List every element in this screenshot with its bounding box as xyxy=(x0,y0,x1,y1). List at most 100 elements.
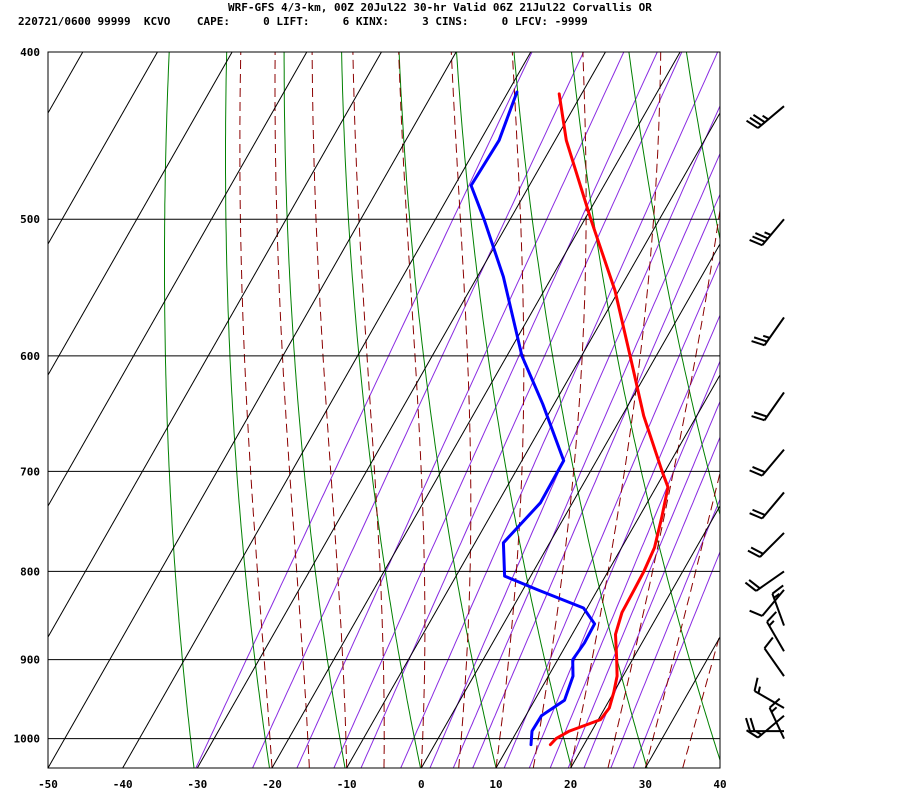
mixing-ratio-line xyxy=(632,550,720,768)
barb-flag-full xyxy=(749,609,763,617)
moist-adiabat-line xyxy=(450,52,472,768)
mixing-ratio-line xyxy=(400,52,719,768)
barb-flag-full xyxy=(755,232,769,240)
wind-barb xyxy=(749,589,785,617)
y-axis-ticks: 400 500 600 700 800 900 1000 xyxy=(14,46,41,746)
barb-staff xyxy=(754,690,785,709)
isotherm-line xyxy=(196,52,606,768)
barb-flag-full xyxy=(752,508,766,516)
wind-barb xyxy=(749,218,785,247)
barb-flag-full xyxy=(751,415,765,422)
barb-staff xyxy=(755,570,785,592)
wind-barb xyxy=(745,105,785,129)
wind-barb xyxy=(766,611,785,652)
dry-adiabat-line xyxy=(341,52,421,768)
barb-flag-half xyxy=(762,334,770,339)
dry-adiabat-line xyxy=(164,52,195,768)
barb-flag-full xyxy=(749,116,762,126)
barb-flag-full xyxy=(744,581,757,592)
x-tick-label: -40 xyxy=(113,778,133,791)
isotherm-line xyxy=(719,766,720,768)
y-tick-label: 900 xyxy=(20,654,40,667)
moist-adiabat-line xyxy=(570,52,662,768)
sounding-header: WRF-GFS 4/3-km, 00Z 20Jul22 30-hr Valid … xyxy=(0,0,900,30)
isotherm-line xyxy=(48,52,158,246)
wind-barb xyxy=(747,532,785,558)
barb-flag-half xyxy=(764,231,772,236)
barb-flag-full xyxy=(748,579,761,590)
mixing-ratio-line xyxy=(333,52,658,768)
x-tick-label: 20 xyxy=(564,778,577,791)
x-tick-label: 0 xyxy=(418,778,425,791)
barb-staff xyxy=(761,218,785,246)
isotherm-line xyxy=(48,52,457,768)
y-tick-label: 700 xyxy=(20,465,40,478)
barb-flag-full xyxy=(750,546,764,555)
isotherm-line xyxy=(570,505,720,768)
mixing-ratio-line xyxy=(429,104,720,768)
wind-barb xyxy=(763,636,785,677)
barb-flag-half xyxy=(755,730,762,736)
barb-flag-full xyxy=(745,717,751,732)
barb-staff xyxy=(763,647,785,677)
dry-adiabat-line xyxy=(225,52,270,768)
chart-guide-lines xyxy=(48,52,720,768)
dry-adiabat-line xyxy=(283,52,346,768)
mixing-ratio-line xyxy=(528,313,720,768)
moist-adiabat-line xyxy=(719,766,720,768)
moist-adiabat-line xyxy=(239,52,273,768)
barb-flag-full xyxy=(771,584,784,595)
barb-flag-half xyxy=(768,620,775,627)
barb-flag-full xyxy=(763,636,774,649)
cape-value: 0 xyxy=(263,15,270,28)
moist-adiabat-line xyxy=(607,206,720,768)
isotherm-line xyxy=(48,52,382,639)
barb-flag-full xyxy=(745,119,759,129)
mixing-ratio-line xyxy=(549,359,720,768)
barb-flag-full xyxy=(751,340,765,347)
kinx-value: 3 xyxy=(422,15,429,28)
x-tick-label: -50 xyxy=(38,778,58,791)
chart-series xyxy=(469,90,670,747)
barb-flag-half xyxy=(762,114,769,121)
moist-adiabat-line xyxy=(495,52,525,768)
isotherm-line xyxy=(48,52,308,508)
x-tick-label: -10 xyxy=(337,778,357,791)
isotherm-line xyxy=(271,52,681,768)
wind-barb xyxy=(751,316,785,347)
plot-frame xyxy=(47,51,721,769)
barb-staff xyxy=(768,707,785,740)
barb-flag-full xyxy=(752,466,766,474)
cins-label: CINS: xyxy=(435,15,469,28)
barb-flag-full xyxy=(749,239,763,247)
barb-flag-full xyxy=(749,469,763,477)
dry-adiabat-line xyxy=(628,52,720,517)
mixing-ratio-line xyxy=(360,52,683,768)
barb-flag-full xyxy=(747,549,761,558)
barb-flag-full xyxy=(753,411,768,418)
run-id: 220721/0600 99999 xyxy=(18,15,131,28)
wind-barb xyxy=(751,391,785,422)
chart-title: WRF-GFS 4/3-km, 00Z 20Jul22 30-hr Valid … xyxy=(228,1,652,14)
chart-grid xyxy=(48,51,720,740)
dry-adiabat-line xyxy=(456,52,572,768)
barb-staff xyxy=(761,589,785,617)
x-axis-ticks: -50 -40 -30 -20 -10 0 10 20 30 40 xyxy=(38,778,727,791)
cins-value: 0 xyxy=(501,15,509,28)
mixing-ratio-line xyxy=(296,52,625,768)
mixing-ratio-line xyxy=(252,52,585,768)
x-tick-label: -20 xyxy=(262,778,282,791)
barb-staff xyxy=(761,491,785,520)
y-tick-label: 1000 xyxy=(14,733,41,746)
barb-flag-full xyxy=(753,336,768,343)
cape-label: CAPE: xyxy=(196,15,230,28)
moist-adiabat-line xyxy=(532,52,587,768)
wind-barb xyxy=(749,448,785,477)
moist-adiabat-line xyxy=(311,52,348,768)
isotherm-line xyxy=(346,112,720,768)
barb-flag-full xyxy=(752,114,766,124)
moist-adiabat-line xyxy=(644,470,720,768)
dry-adiabat-line xyxy=(685,52,720,242)
x-tick-label: 40 xyxy=(713,778,726,791)
barb-flag-full xyxy=(749,512,763,520)
